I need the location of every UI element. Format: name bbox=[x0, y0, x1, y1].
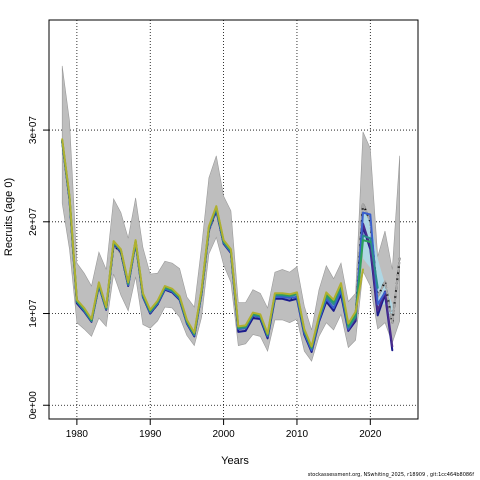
axis-ticks: 1980 1990 2000 2010 2020 0e+00 1e+07 2e+07 3e+07 bbox=[28, 116, 382, 440]
x-tick-label: 2000 bbox=[212, 429, 235, 440]
y-tick-label: 0e+00 bbox=[28, 391, 39, 420]
series-layer bbox=[61, 138, 401, 353]
series-line-8 bbox=[61, 138, 364, 348]
x-tick-label: 1990 bbox=[139, 429, 162, 440]
confidence-band-layer bbox=[61, 65, 400, 362]
y-axis-label: Recruits (age 0) bbox=[3, 178, 15, 256]
grid-lines bbox=[49, 20, 418, 419]
y-tick-label: 1e+07 bbox=[28, 299, 39, 328]
x-axis-label: Years bbox=[221, 455, 249, 467]
source-footnote: stockassessment.org, NSwhiting_2025, r18… bbox=[307, 472, 474, 478]
x-tick-label: 2010 bbox=[286, 429, 309, 440]
y-tick-label: 2e+07 bbox=[28, 207, 39, 236]
plot-frame bbox=[48, 19, 419, 420]
confidence-band bbox=[61, 65, 400, 362]
x-tick-label: 2020 bbox=[359, 429, 382, 440]
y-tick-label: 3e+07 bbox=[28, 116, 39, 145]
x-tick-label: 1980 bbox=[66, 429, 89, 440]
